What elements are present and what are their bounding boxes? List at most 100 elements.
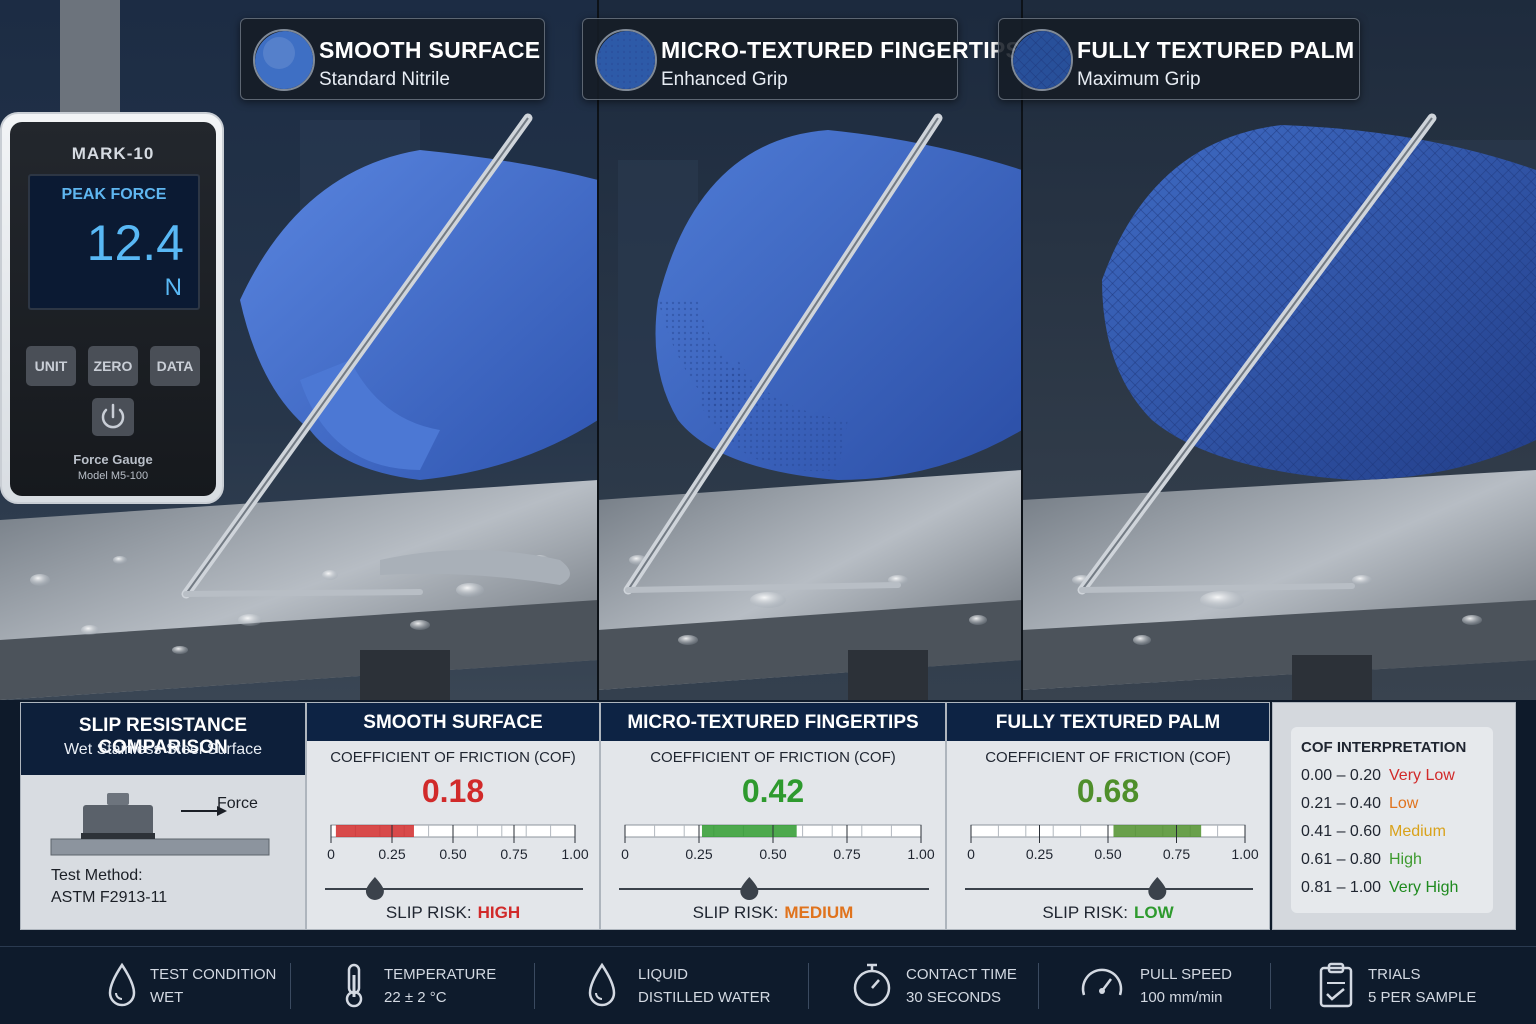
range-label: Low (1389, 795, 1419, 812)
interpretation-row: 0.41 – 0.60 Medium (1301, 823, 1446, 841)
footer-separator (534, 963, 535, 1009)
scale-tick-label: 0.25 (1026, 846, 1053, 862)
power-icon (101, 403, 125, 429)
footer-value: DISTILLED WATER (638, 989, 771, 1006)
interpretation-title: COF INTERPRETATION (1301, 739, 1467, 756)
cof-scale: 0 0.25 0.50 0.75 1.00 (965, 824, 1259, 900)
interpretation-row: 0.61 – 0.80 High (1301, 851, 1422, 869)
cof-label: COEFFICIENT OF FRICTION (COF) (985, 749, 1231, 766)
cof-marker (740, 877, 759, 900)
range-label: Medium (1389, 823, 1446, 840)
slip-risk-value: HIGH (477, 903, 521, 922)
range-label: Very High (1389, 879, 1459, 896)
cof-card-micro-textured: MICRO-TEXTURED FINGERTIPS COEFFICIENT OF… (600, 702, 946, 930)
cof-interpretation-table: COF INTERPRETATION 0.00 – 0.20 Very Low 0… (1291, 727, 1493, 913)
panel-title: FULLY TEXTURED PALM (1077, 37, 1355, 63)
cof-marker (365, 877, 384, 900)
footer-value: 5 PER SAMPLE (1368, 989, 1477, 1006)
scale-tick-label: 1.00 (907, 846, 934, 862)
interpretation-row: 0.21 – 0.40 Low (1301, 795, 1418, 813)
test-method-label: Test Method: (51, 867, 143, 884)
cof-interpretation-card: COF INTERPRETATION 0.00 – 0.20 Very Low 0… (1272, 702, 1516, 930)
scale-highlight (1113, 825, 1202, 837)
fully-textured-glove-photo (1022, 0, 1536, 700)
footer-value: WET (150, 989, 184, 1006)
photo-panel-smooth (0, 0, 598, 700)
range-label: Very Low (1389, 767, 1455, 784)
range: 0.41 – 0.60 (1301, 823, 1382, 840)
summary-subtitle: Wet Stainless Steel Surface (63, 741, 263, 758)
test-conditions-footer: TEST CONDITION WET TEMPERATURE 22 ± 2 °C… (0, 946, 1536, 1024)
slip-risk-label: SLIP RISK: (692, 903, 779, 922)
range: 0.21 – 0.40 (1301, 795, 1382, 812)
power-button[interactable] (92, 398, 134, 436)
panel-subtitle: Standard Nitrile (319, 69, 450, 90)
slip-risk-label: SLIP RISK: (1042, 903, 1129, 922)
interpretation-row: 0.81 – 1.00 Very High (1301, 879, 1458, 897)
footer-label: CONTACT TIME (906, 966, 1017, 983)
cof-card-smooth: SMOOTH SURFACE COEFFICIENT OF FRICTION (… (306, 702, 600, 930)
footer-separator (1270, 963, 1271, 1009)
clipboard-icon (1319, 962, 1353, 1008)
cof-marker (1148, 877, 1167, 900)
gauge-zero-button[interactable]: ZERO (88, 346, 138, 386)
gauge-reading: 12.4 (86, 215, 184, 271)
summary-title: SLIP RESISTANCE COMPARISON (78, 715, 248, 758)
footer-label: LIQUID (638, 966, 689, 983)
summary-header: SLIP RESISTANCE COMPARISON Wet Stainless… (21, 703, 305, 775)
photo-panel-fully-textured (1022, 0, 1536, 700)
full-texture-swatch (1011, 29, 1073, 91)
smooth-glove-photo (0, 0, 598, 700)
gauge-screen: PEAK FORCE 12.4 N (28, 174, 200, 310)
scale-tick-label: 0 (621, 846, 629, 862)
drop-icon (588, 962, 616, 1007)
footer-separator (290, 963, 291, 1009)
panel-header-micro-textured: MICRO-TEXTURED FINGERTIPS Enhanced Grip (582, 18, 1021, 100)
cof-scale: 0 0.25 0.50 0.75 1.00 (619, 824, 935, 900)
range: 0.81 – 1.00 (1301, 879, 1382, 896)
gauge-screen-label: PEAK FORCE (61, 186, 167, 203)
range: 0.61 – 0.80 (1301, 851, 1382, 868)
cof-label: COEFFICIENT OF FRICTION (COF) (330, 749, 576, 766)
cof-card-header: SMOOTH SURFACE (307, 703, 599, 741)
footer-label: TEMPERATURE (384, 966, 497, 983)
test-method-value: ASTM F2913-11 (51, 889, 168, 906)
panel-title: SMOOTH SURFACE (319, 37, 541, 63)
scale-tick-label: 0 (327, 846, 335, 862)
scale-tick-label: 1.00 (561, 846, 588, 862)
panel-title: MICRO-TEXTURED FINGERTIPS (661, 37, 1022, 63)
micro-texture-swatch (595, 29, 657, 91)
panel-divider (597, 0, 599, 700)
gauge-caption: Force Gauge (73, 452, 153, 467)
scale-highlight (335, 825, 414, 837)
cof-label: COEFFICIENT OF FRICTION (COF) (650, 749, 896, 766)
slip-risk-value: MEDIUM (784, 903, 854, 922)
micro-textured-glove-photo (598, 0, 1022, 700)
gauge-unit-button[interactable]: UNIT (26, 346, 76, 386)
slip-risk: SLIP RISK: HIGH (307, 903, 599, 923)
interpretation-row: 0.00 – 0.20 Very Low (1301, 767, 1455, 785)
scale-tick-label: 0.75 (1163, 846, 1190, 862)
footer-label: TRIALS (1368, 966, 1421, 983)
panel-subtitle: Enhanced Grip (661, 69, 788, 90)
test-summary-card: SLIP RESISTANCE COMPARISON Wet Stainless… (20, 702, 306, 930)
slip-risk-label: SLIP RISK: (385, 903, 472, 922)
scale-highlight (701, 825, 797, 837)
scale-tick-label: 0.25 (685, 846, 712, 862)
scale-tick-label: 0 (967, 846, 975, 862)
force-gauge-device: MARK-10 PEAK FORCE 12.4 N UNIT ZERO DATA… (0, 112, 224, 504)
range-label: High (1389, 851, 1422, 868)
test-setup-diagram (50, 793, 270, 856)
photo-stage: MARK-10 PEAK FORCE 12.4 N UNIT ZERO DATA… (0, 0, 1536, 700)
scale-tick-label: 0.75 (500, 846, 527, 862)
footer-value: 22 ± 2 °C (384, 989, 447, 1006)
cof-value: 0.18 (421, 773, 485, 809)
footer-label: TEST CONDITION (150, 966, 277, 983)
scale-tick-label: 0.50 (759, 846, 786, 862)
speedometer-icon (1081, 968, 1123, 996)
footer-value: 30 SECONDS (906, 989, 1002, 1006)
footer-label: PULL SPEED (1140, 966, 1232, 983)
cof-card-header: FULLY TEXTURED PALM (947, 703, 1269, 741)
gauge-data-button[interactable]: DATA (150, 346, 200, 386)
footer-separator (1038, 963, 1039, 1009)
